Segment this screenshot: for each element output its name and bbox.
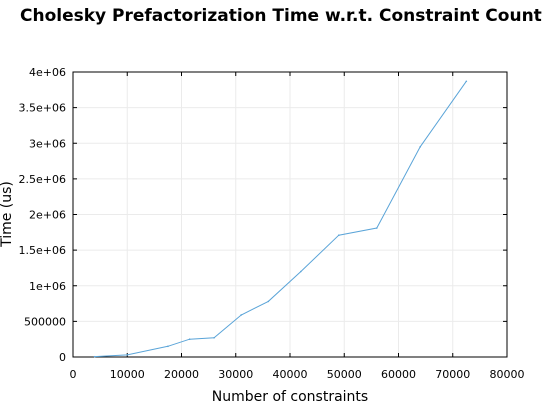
y-tick-label: 0 — [59, 351, 66, 364]
x-tick-label: 0 — [70, 368, 77, 381]
x-tick-label: 80000 — [490, 368, 525, 381]
y-tick-label: 3.5e+06 — [19, 102, 66, 115]
x-tick-label: 30000 — [218, 368, 253, 381]
x-tick-label: 10000 — [110, 368, 145, 381]
x-tick-labels: 0 10000 20000 30000 40000 50000 60000 70000 8000… — [70, 368, 525, 381]
data-point — [240, 314, 242, 316]
grid — [72, 71, 508, 358]
x-tick-label: 20000 — [164, 368, 199, 381]
ticks — [72, 71, 508, 358]
x-tick-label: 50000 — [327, 368, 362, 381]
y-tick-label: 1.5e+06 — [19, 244, 66, 257]
data-point — [376, 227, 378, 229]
data-points — [93, 80, 468, 358]
y-tick-label: 2.5e+06 — [19, 173, 66, 186]
chart-title: Cholesky Prefactorization Time w.r.t. Co… — [20, 6, 542, 26]
y-tick-label: 1e+06 — [29, 280, 66, 293]
y-tick-label: 3e+06 — [29, 137, 66, 150]
y-tick-label: 500000 — [24, 315, 66, 328]
data-point — [188, 338, 191, 340]
series-line — [94, 81, 467, 358]
x-tick-label: 70000 — [435, 368, 470, 381]
data-point — [300, 270, 302, 273]
x-axis-label: Number of constraints — [212, 389, 368, 405]
data-point — [465, 80, 468, 83]
data-point — [213, 336, 215, 339]
x-tick-label: 60000 — [381, 368, 416, 381]
data-point — [338, 234, 340, 236]
x-tick-label: 40000 — [273, 368, 308, 381]
data-point — [126, 354, 129, 356]
y-tick-label: 2e+06 — [29, 209, 66, 222]
data-point — [167, 345, 169, 348]
y-tick-labels: 0 500000 1e+06 1.5e+06 2e+06 2.5e+06 3e+06 3.5e… — [19, 66, 66, 364]
data-point — [93, 355, 96, 358]
data-point — [267, 300, 270, 303]
data-point — [419, 146, 422, 148]
y-tick-label: 4e+06 — [29, 66, 66, 79]
y-axis-label: Time (us) — [0, 181, 15, 248]
